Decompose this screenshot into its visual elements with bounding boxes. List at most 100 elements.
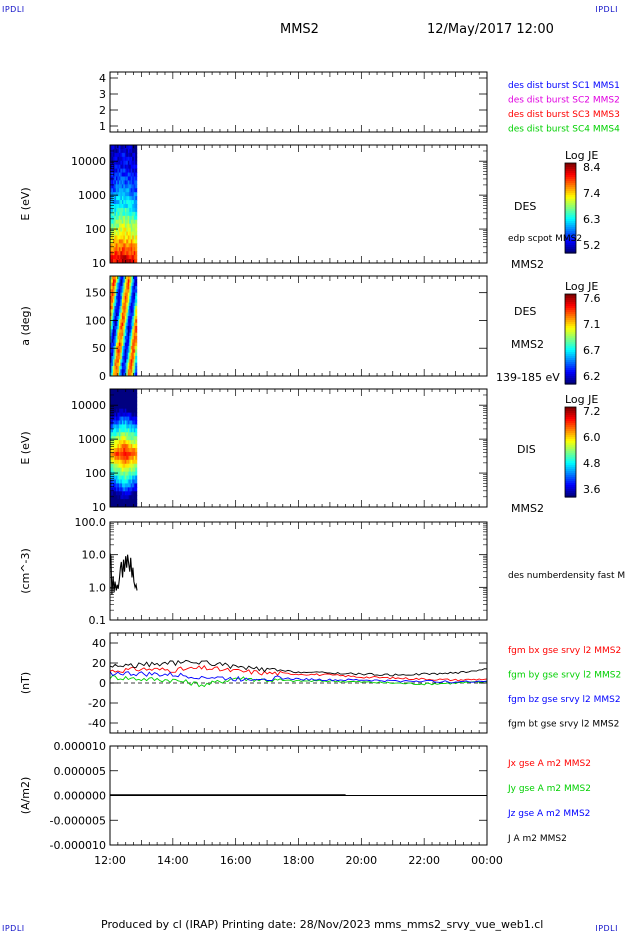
heatmap-cell bbox=[121, 424, 124, 429]
heatmap-cell bbox=[124, 459, 127, 465]
heatmap-cell bbox=[135, 299, 138, 304]
heatmap-cell bbox=[126, 292, 129, 297]
heatmap-cell bbox=[135, 479, 138, 484]
colorbar-cell bbox=[565, 191, 576, 194]
heatmap-cell bbox=[124, 412, 127, 418]
legend-entry: fgm bz gse srvy l2 MMS2 bbox=[508, 695, 621, 705]
heatmap-cell bbox=[123, 184, 126, 189]
heatmap-cell bbox=[121, 495, 124, 500]
colorbar-cell bbox=[565, 320, 576, 323]
colorbar-cell bbox=[565, 380, 576, 383]
heatmap-cell bbox=[135, 428, 138, 433]
heatmap-cell bbox=[133, 299, 136, 304]
heatmap-cell bbox=[117, 329, 120, 334]
heatmap-cell bbox=[117, 436, 120, 441]
heatmap-cell bbox=[135, 432, 138, 437]
bfield-line bbox=[109, 659, 488, 677]
heatmap-cell bbox=[123, 188, 126, 193]
heatmap-cell bbox=[126, 389, 129, 394]
heatmap-cell bbox=[129, 319, 132, 324]
heatmap-cell bbox=[126, 302, 129, 307]
colorbar-cell bbox=[565, 197, 576, 200]
heatmap-cell bbox=[133, 455, 136, 461]
heatmap-cell bbox=[132, 223, 135, 229]
heatmap-cell bbox=[133, 326, 136, 330]
heatmap-cell bbox=[115, 322, 118, 327]
heatmap-cell bbox=[112, 316, 115, 320]
heatmap-cell bbox=[132, 227, 135, 233]
heatmap-cell bbox=[121, 255, 124, 260]
heatmap-cell bbox=[115, 416, 118, 421]
heatmap-cell bbox=[118, 329, 121, 334]
heatmap-cell bbox=[126, 459, 129, 465]
y-tick-label: -0.000005 bbox=[50, 814, 106, 827]
heatmap-cell bbox=[124, 286, 127, 290]
heatmap-cell bbox=[126, 168, 129, 174]
heatmap-cell bbox=[135, 286, 138, 290]
heatmap-cell bbox=[110, 451, 112, 457]
heatmap-cell bbox=[129, 503, 132, 508]
heatmap-cell bbox=[110, 239, 112, 244]
colorbar-cell bbox=[565, 376, 576, 379]
colorbar-cell bbox=[565, 296, 576, 299]
heatmap-cell bbox=[133, 436, 136, 441]
heatmap-cell bbox=[111, 192, 114, 197]
heatmap-cell bbox=[115, 192, 118, 197]
heatmap-cell bbox=[132, 211, 135, 217]
y-tick-label: 10 bbox=[92, 257, 106, 270]
heatmap-cell bbox=[110, 428, 112, 433]
heatmap-cell bbox=[110, 463, 112, 469]
heatmap-cell bbox=[117, 286, 120, 290]
heatmap-cell bbox=[120, 362, 123, 367]
heatmap-cell bbox=[132, 475, 135, 480]
heatmap-cell bbox=[120, 251, 123, 256]
y-tick-label: 100 bbox=[85, 467, 106, 480]
heatmap-cell bbox=[124, 176, 127, 181]
heatmap-cell bbox=[120, 479, 123, 484]
heatmap-cell bbox=[135, 356, 138, 360]
heatmap-cell bbox=[126, 148, 129, 154]
heatmap-cell bbox=[121, 483, 124, 488]
heatmap-cell bbox=[117, 428, 120, 433]
heatmap-cell bbox=[121, 211, 124, 217]
heatmap-cell bbox=[127, 369, 130, 374]
heatmap-cell bbox=[110, 309, 112, 314]
heatmap-cell bbox=[117, 296, 120, 300]
heatmap-cell bbox=[117, 416, 120, 421]
heatmap-cell bbox=[129, 204, 132, 209]
heatmap-cell bbox=[115, 156, 118, 162]
heatmap-cell bbox=[111, 322, 114, 327]
heatmap-cell bbox=[117, 219, 120, 225]
heatmap-cell bbox=[118, 392, 121, 398]
heatmap-cell bbox=[117, 172, 120, 177]
heatmap-cell bbox=[126, 204, 129, 209]
heatmap-cell bbox=[130, 211, 133, 217]
heatmap-cell bbox=[127, 463, 130, 469]
colorbar-cell bbox=[565, 449, 576, 452]
heatmap-cell bbox=[135, 499, 138, 504]
heatmap-cell bbox=[120, 471, 123, 477]
heatmap-cell bbox=[129, 362, 132, 367]
heatmap-cell bbox=[124, 302, 127, 307]
heatmap-cell bbox=[112, 432, 115, 437]
y-tick-label: 10.0 bbox=[82, 549, 107, 562]
heatmap-cell bbox=[127, 329, 130, 334]
heatmap-cell bbox=[130, 145, 133, 150]
heatmap-cell bbox=[132, 356, 135, 360]
heatmap-cell bbox=[112, 424, 115, 429]
heatmap-cell bbox=[110, 164, 112, 170]
heatmap-cell bbox=[123, 455, 126, 461]
heatmap-cell bbox=[133, 346, 136, 350]
heatmap-cell bbox=[110, 168, 112, 174]
heatmap-cell bbox=[132, 444, 135, 449]
heatmap-cell bbox=[135, 359, 138, 364]
colorbar-cell bbox=[565, 435, 576, 438]
heatmap-cell bbox=[110, 180, 112, 185]
y-tick-label: -0.000010 bbox=[50, 839, 106, 852]
heatmap-cell bbox=[111, 251, 114, 256]
heatmap-cell bbox=[110, 286, 112, 290]
heatmap-cell bbox=[126, 392, 129, 398]
colorbar-cell bbox=[565, 433, 576, 436]
heatmap-cell bbox=[126, 483, 129, 488]
colorbar-cell bbox=[565, 217, 576, 220]
